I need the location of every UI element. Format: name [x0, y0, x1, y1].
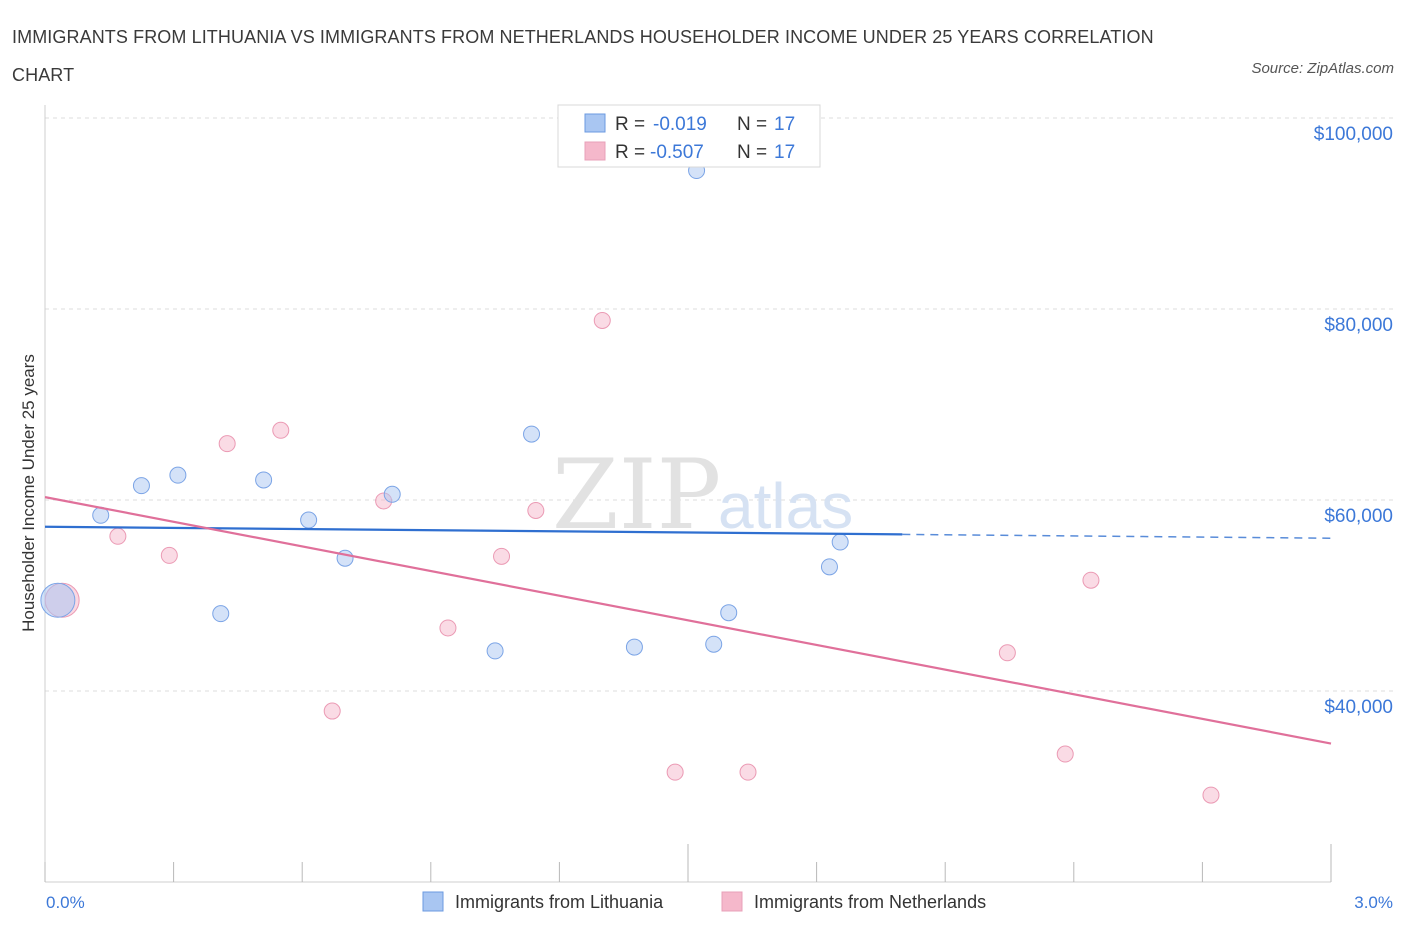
point-netherlands-13	[998, 644, 1016, 662]
point-netherlands-1	[109, 527, 127, 545]
scatter-points	[40, 162, 1220, 804]
point-lithuania-11	[625, 638, 643, 656]
legend-r-value-1: -0.019	[653, 114, 707, 135]
point-lithuania-8	[383, 485, 401, 503]
axes	[44, 105, 1332, 883]
stats-legend: R = -0.019 N = 17 R = -0.507 N = 17	[557, 104, 821, 168]
legend-n-value-1: 17	[774, 114, 795, 135]
point-netherlands-9	[527, 502, 545, 520]
point-netherlands-11	[666, 763, 684, 781]
point-lithuania-16	[831, 533, 849, 551]
legend-n-value-2: 17	[774, 142, 795, 163]
chart-title: IMMIGRANTS FROM LITHUANIA VS IMMIGRANTS …	[12, 27, 1154, 85]
y-tick-label-0: $100,000	[1314, 124, 1393, 145]
point-netherlands-8	[493, 547, 511, 565]
y-tick-label-2: $60,000	[1324, 506, 1393, 527]
point-netherlands-4	[272, 421, 290, 439]
series-legend-label-netherlands: Immigrants from Netherlands	[754, 892, 986, 912]
point-netherlands-3	[218, 435, 236, 453]
point-lithuania-3	[169, 466, 187, 484]
point-lithuania-14	[720, 604, 738, 622]
series-legend-label-lithuania: Immigrants from Lithuania	[455, 892, 664, 912]
y-tick-label-1: $80,000	[1324, 315, 1393, 336]
point-netherlands-14	[1056, 745, 1074, 763]
legend-n-label-1: N =	[737, 114, 767, 135]
point-netherlands-16	[1202, 786, 1220, 804]
trend-line-lithuania-extension	[902, 533, 1332, 539]
x-tick-left: 0.0%	[46, 893, 85, 912]
point-lithuania-0	[40, 582, 76, 618]
point-lithuania-6	[300, 511, 318, 529]
point-netherlands-7	[439, 619, 457, 637]
series-legend-swatch-netherlands	[721, 891, 743, 912]
legend-swatch-netherlands	[584, 141, 606, 161]
legend-r-label-2: R =	[615, 142, 645, 163]
series-legend-swatch-lithuania	[422, 891, 444, 912]
legend-r-label-1: R =	[615, 114, 645, 135]
y-axis-label: Householder Income Under 25 years	[19, 354, 38, 632]
watermark-zip: ZIP	[552, 439, 721, 551]
legend-swatch-lithuania	[584, 113, 606, 133]
series-legend: Immigrants from Lithuania Immigrants fro…	[422, 891, 986, 912]
point-lithuania-15	[820, 558, 838, 576]
point-netherlands-2	[160, 546, 178, 564]
point-lithuania-10	[523, 425, 541, 443]
point-netherlands-15	[1082, 571, 1100, 589]
x-tick-right: 3.0%	[1354, 893, 1393, 912]
legend-r-value-2: -0.507	[650, 142, 704, 163]
trend-lines	[44, 496, 1332, 745]
point-lithuania-5	[255, 471, 273, 489]
trend-line-netherlands	[44, 496, 1332, 745]
point-netherlands-12	[739, 763, 757, 781]
point-lithuania-9	[486, 642, 504, 660]
watermark-atlas: atlas	[718, 470, 853, 542]
point-lithuania-4	[212, 605, 230, 623]
trend-line-lithuania	[44, 525, 903, 536]
y-tick-labels: $100,000 $80,000 $60,000 $40,000	[1314, 124, 1393, 718]
source-label: Source: ZipAtlas.com	[1251, 60, 1394, 77]
grid-lines	[45, 117, 1393, 692]
point-lithuania-2	[132, 477, 150, 495]
y-tick-label-3: $40,000	[1324, 697, 1393, 718]
point-netherlands-5	[323, 702, 341, 720]
point-netherlands-10	[593, 311, 611, 329]
point-lithuania-13	[705, 635, 723, 653]
legend-n-label-2: N =	[737, 142, 767, 163]
